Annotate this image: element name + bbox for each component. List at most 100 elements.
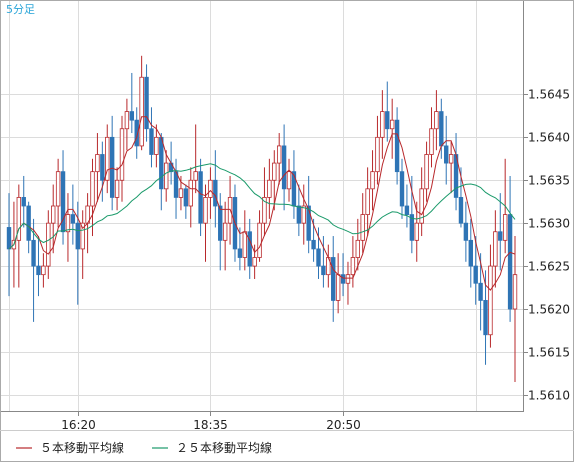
candle-body-down xyxy=(385,111,390,130)
x-tick-label: 20:50 xyxy=(326,418,361,432)
candle-body-up xyxy=(301,205,306,224)
candle xyxy=(16,184,22,288)
candle xyxy=(281,124,287,211)
candle-body-up xyxy=(257,222,262,258)
ma5-line xyxy=(8,116,516,291)
timeframe-label[interactable]: 5分足 xyxy=(6,3,35,16)
candle xyxy=(213,150,218,228)
candle xyxy=(463,201,469,262)
candle-body-up xyxy=(193,171,198,181)
candle-body-up xyxy=(252,257,257,267)
candle-body-up xyxy=(188,179,193,207)
candle-body-up xyxy=(488,265,493,336)
candle xyxy=(444,115,449,185)
candle-body-down xyxy=(468,239,473,267)
candle-body-down xyxy=(129,111,135,121)
candle xyxy=(237,227,243,271)
candle xyxy=(119,115,125,202)
candle xyxy=(321,236,326,288)
ma25-line xyxy=(8,163,516,250)
y-tick-label: 1.5635 xyxy=(528,174,570,188)
candle-body-up xyxy=(55,171,61,207)
candle-body-up xyxy=(448,154,454,164)
candle xyxy=(183,184,189,219)
candle-body-down xyxy=(70,214,76,224)
y-tick-label: 1.5615 xyxy=(528,346,570,360)
candle-body-up xyxy=(242,231,248,258)
candle-body-down xyxy=(311,239,316,250)
candle-body-up xyxy=(414,222,419,241)
candle-body-up xyxy=(46,222,51,267)
candle xyxy=(512,236,518,382)
candle-body-down xyxy=(213,179,218,207)
candle-body-up xyxy=(222,222,228,241)
candle-body-down xyxy=(296,205,302,224)
candle-body-up xyxy=(178,188,184,198)
candle xyxy=(375,115,380,185)
candle xyxy=(46,210,51,279)
candle-body-down xyxy=(463,222,469,241)
candle-body-down xyxy=(75,222,80,250)
candle xyxy=(80,210,85,279)
candle-body-up xyxy=(124,111,130,130)
candle xyxy=(60,150,66,245)
legend-ma25-label: ２５本移動平均線 xyxy=(176,440,272,455)
moving-averages xyxy=(8,116,516,291)
candle xyxy=(21,175,26,228)
candle-body-down xyxy=(218,205,223,241)
candle xyxy=(139,55,144,151)
candle xyxy=(257,210,262,262)
candle-body-down xyxy=(31,239,36,267)
candle xyxy=(95,133,100,202)
candle-body-down xyxy=(473,265,478,284)
candle-body-down xyxy=(507,214,513,310)
candle xyxy=(331,236,336,322)
candle xyxy=(276,133,282,185)
y-tick-label: 1.5630 xyxy=(528,217,570,231)
candle-body-down xyxy=(306,205,311,241)
candle-body-up xyxy=(434,111,439,130)
candle xyxy=(144,64,149,142)
candle-body-down xyxy=(478,282,483,301)
candle-body-up xyxy=(345,274,351,284)
candle xyxy=(218,193,223,271)
candle xyxy=(247,218,252,279)
candle-body-up xyxy=(95,154,100,173)
candle xyxy=(198,158,203,237)
candle-body-up xyxy=(203,197,208,224)
candle xyxy=(394,107,400,185)
candle xyxy=(90,158,95,237)
candle-body-down xyxy=(409,214,415,241)
candle-body-up xyxy=(424,154,429,190)
candle-body-down xyxy=(316,248,321,267)
candle xyxy=(41,253,46,288)
candle-body-down xyxy=(404,205,410,215)
candle xyxy=(109,115,115,211)
candle xyxy=(222,201,228,271)
candle xyxy=(448,141,454,194)
x-axis-ticks: 16:20 18:35 20:50 xyxy=(61,412,361,432)
candle-body-up xyxy=(262,197,267,224)
candle xyxy=(507,175,513,322)
candle xyxy=(65,193,71,262)
candle xyxy=(208,167,213,219)
legend: ５本移動平均線 ２５本移動平均線 xyxy=(16,440,272,455)
candle xyxy=(252,244,257,279)
candle xyxy=(365,167,370,237)
candle-body-up xyxy=(380,111,385,138)
candle-body-down xyxy=(439,111,444,147)
candle xyxy=(380,90,385,159)
candle xyxy=(468,218,473,288)
y-tick-label: 1.5610 xyxy=(528,389,570,403)
candle-body-up xyxy=(16,197,22,241)
candle xyxy=(6,193,12,297)
candle xyxy=(36,236,41,297)
candle xyxy=(134,107,139,159)
candle xyxy=(498,193,503,271)
candle xyxy=(154,124,159,168)
candle-body-down xyxy=(498,231,503,241)
candle-body-down xyxy=(321,265,326,276)
candle xyxy=(129,72,135,134)
candle-body-down xyxy=(444,145,449,164)
candle xyxy=(124,98,130,151)
